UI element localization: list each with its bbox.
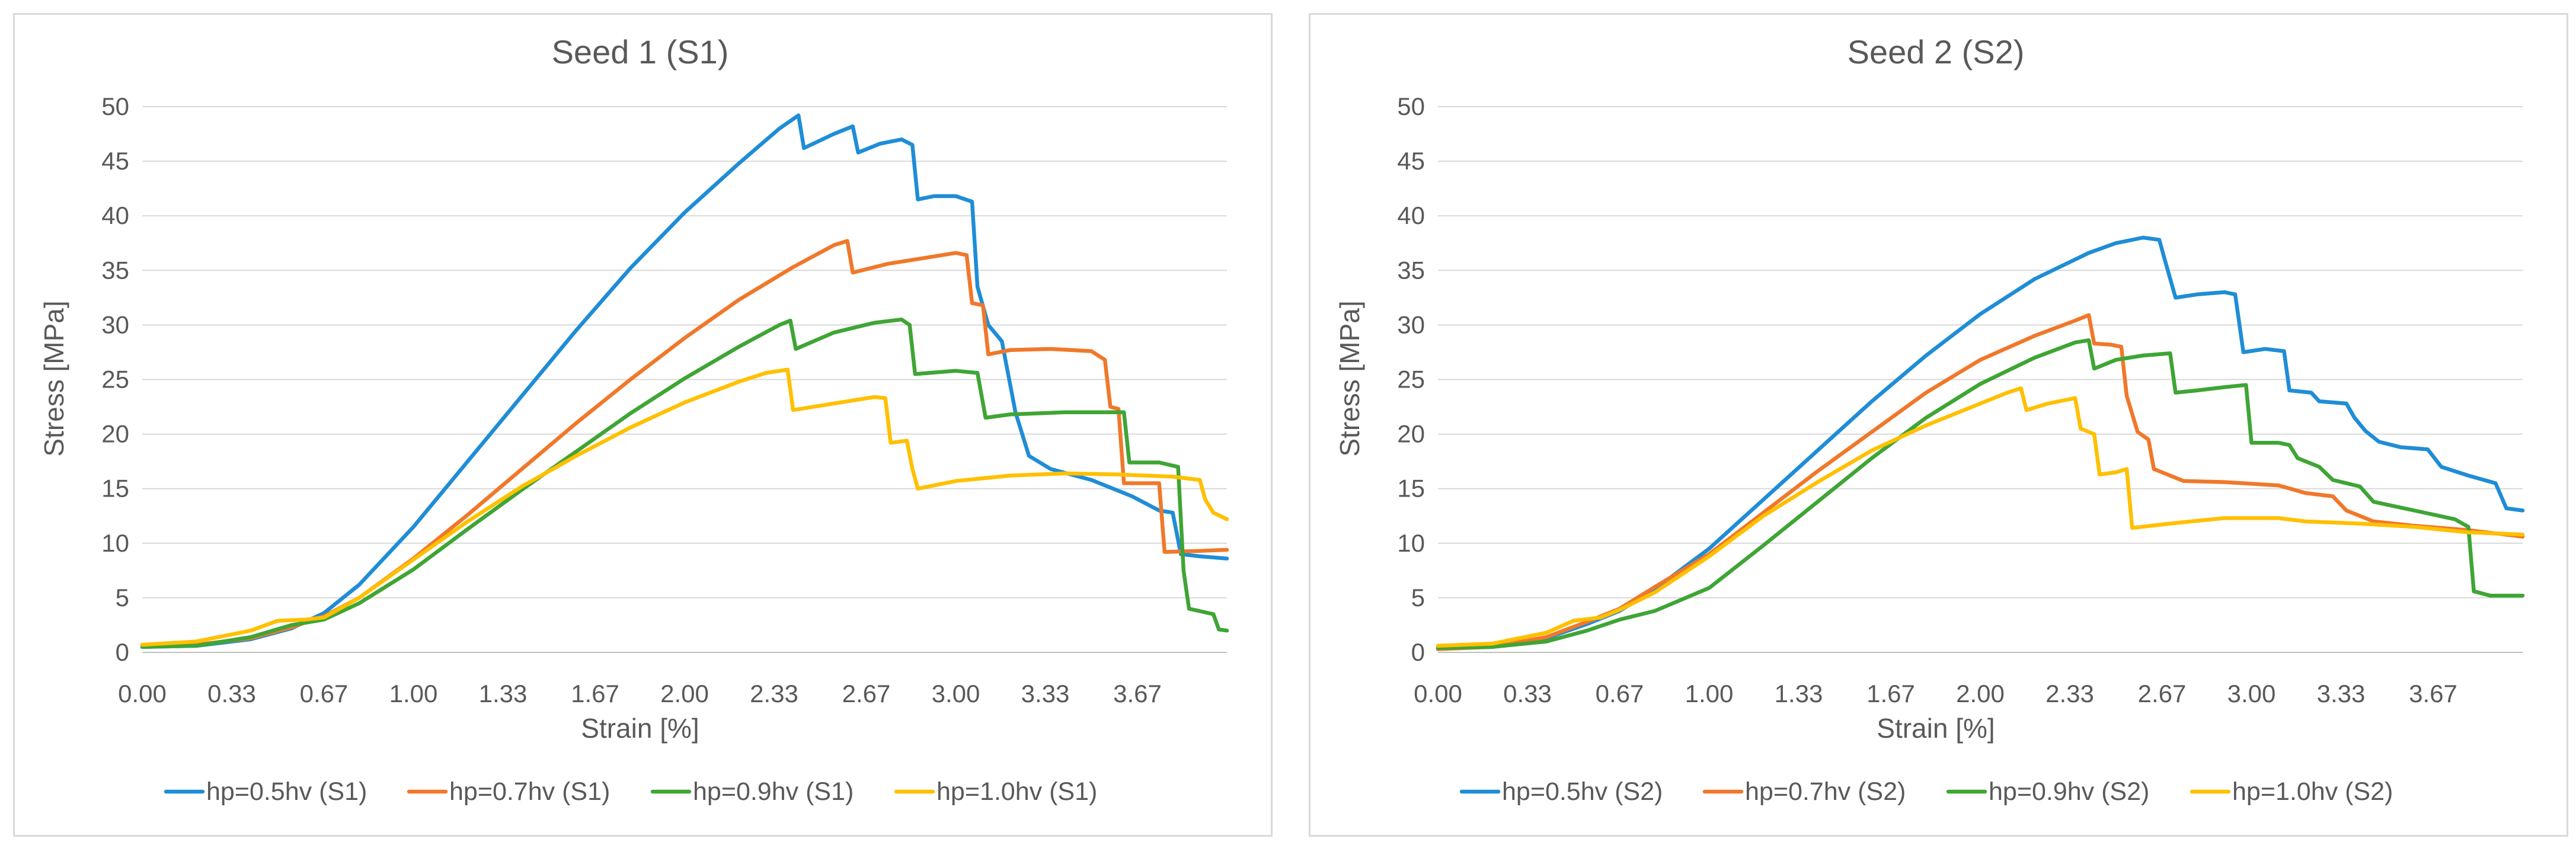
y-tick-label: 15 (101, 475, 129, 502)
x-tick-label: 2.00 (660, 680, 709, 707)
series-line (140, 367, 1229, 647)
x-tick-label: 2.67 (2138, 680, 2187, 707)
legend: hp=0.5hv (S1) hp=0.7hv (S1) hp=0.9hv (S1) h… (164, 777, 1097, 806)
x-tick-label: 3.00 (2227, 680, 2276, 707)
x-tick-label: 2.67 (842, 680, 891, 707)
x-tick-label: 1.00 (389, 680, 438, 707)
legend-entry: hp=0.7hv (S1) (449, 777, 610, 806)
y-tick-label: 45 (101, 147, 129, 175)
x-tick-label: 1.67 (1867, 680, 1915, 707)
x-tick-label: 2.00 (1956, 680, 2005, 707)
series-line (1436, 313, 2525, 651)
series-line (140, 239, 1229, 648)
y-tick-label: 10 (101, 529, 129, 557)
y-axis-label: Stress [MPa] (1334, 300, 1365, 456)
y-tick-label: 0 (116, 638, 129, 666)
x-tick-label: 2.33 (2046, 680, 2094, 707)
x-tick-label: 3.33 (1021, 680, 1070, 707)
y-tick-label: 30 (1397, 310, 1425, 338)
gridlines (1438, 106, 2523, 653)
x-tick-label: 2.33 (750, 680, 798, 707)
x-tick-label: 0.67 (300, 680, 349, 707)
y-tick-label: 50 (1397, 92, 1425, 120)
series-lines (140, 113, 1229, 649)
chart-panel-seed2: Seed 2 (S2) Stress [MPa] Strain [%] 0.00… (1309, 13, 2568, 837)
x-tick-label: 0.67 (1596, 680, 1644, 707)
series-line (140, 317, 1229, 649)
x-tick-label: 1.00 (1685, 680, 1734, 707)
y-tick-label: 10 (1397, 529, 1425, 557)
x-tick-labels: 0.00 0.33 0.67 1.00 1.33 1.67 2.00 2.33 2.67 3.00… (118, 680, 1162, 707)
series-line (1436, 338, 2525, 650)
y-tick-label: 45 (1397, 147, 1425, 175)
x-tick-label: 1.33 (1775, 680, 1823, 707)
y-tick-label: 30 (101, 310, 129, 338)
x-axis-label: Strain [%] (1877, 713, 1995, 744)
y-tick-label: 5 (1411, 584, 1425, 612)
series-line (1436, 386, 2525, 648)
series-line (140, 113, 1229, 649)
x-axis-label: Strain [%] (581, 713, 699, 744)
x-tick-label: 1.33 (479, 680, 528, 707)
legend-entry: hp=1.0hv (S1) (937, 777, 1097, 806)
x-tick-label: 1.67 (571, 680, 619, 707)
x-tick-label: 3.00 (932, 680, 980, 707)
y-tick-label: 35 (101, 256, 129, 284)
y-tick-label: 35 (1397, 256, 1425, 284)
y-tick-label: 40 (101, 201, 129, 229)
x-tick-label: 0.00 (1414, 680, 1462, 707)
y-tick-label: 50 (101, 92, 129, 120)
x-tick-label: 0.33 (207, 680, 256, 707)
chart-panel-seed1: Seed 1 (S1) Stress [MPa] Strain [%] 0.00… (13, 13, 1273, 837)
x-tick-label: 3.33 (2317, 680, 2366, 707)
x-tick-label: 0.00 (118, 680, 167, 707)
x-tick-label: 3.67 (1113, 680, 1162, 707)
chart-title: Seed 1 (S1) (552, 33, 729, 71)
y-tick-label: 25 (1397, 366, 1425, 393)
chart-seed1: Seed 1 (S1) Stress [MPa] Strain [%] 0.00… (39, 33, 1229, 806)
legend-entry: hp=0.9hv (S1) (693, 777, 854, 806)
y-tick-label: 20 (101, 420, 129, 448)
y-tick-labels: 0 5 10 15 20 25 30 35 40 45 50 (1397, 92, 1425, 666)
y-tick-label: 0 (1411, 638, 1425, 666)
series-line (1436, 235, 2525, 650)
legend-entry: hp=0.5hv (S2) (1502, 777, 1663, 806)
y-tick-labels: 0 5 10 15 20 25 30 35 40 45 50 (101, 92, 129, 666)
legend-entry: hp=0.7hv (S2) (1745, 777, 1906, 806)
legend-entry: hp=1.0hv (S2) (2232, 777, 2393, 806)
legend-entry: hp=0.9hv (S2) (1989, 777, 2149, 806)
y-tick-label: 40 (1397, 201, 1425, 229)
x-tick-labels: 0.00 0.33 0.67 1.00 1.33 1.67 2.00 2.33 2.67 3.00… (1414, 680, 2457, 707)
y-axis-label: Stress [MPa] (39, 300, 69, 456)
legend-entry: hp=0.5hv (S1) (206, 777, 367, 806)
x-tick-label: 3.67 (2409, 680, 2457, 707)
y-tick-label: 25 (101, 366, 129, 393)
y-tick-label: 20 (1397, 420, 1425, 448)
series-lines (1436, 235, 2525, 651)
legend: hp=0.5hv (S2) hp=0.7hv (S2) hp=0.9hv (S2) h… (1459, 777, 2393, 806)
chart-title: Seed 2 (S2) (1848, 33, 2025, 71)
y-tick-label: 15 (1397, 475, 1425, 502)
chart-seed2: Seed 2 (S2) Stress [MPa] Strain [%] 0.00… (1334, 33, 2525, 806)
x-tick-label: 0.33 (1503, 680, 1552, 707)
y-tick-label: 5 (116, 584, 129, 612)
